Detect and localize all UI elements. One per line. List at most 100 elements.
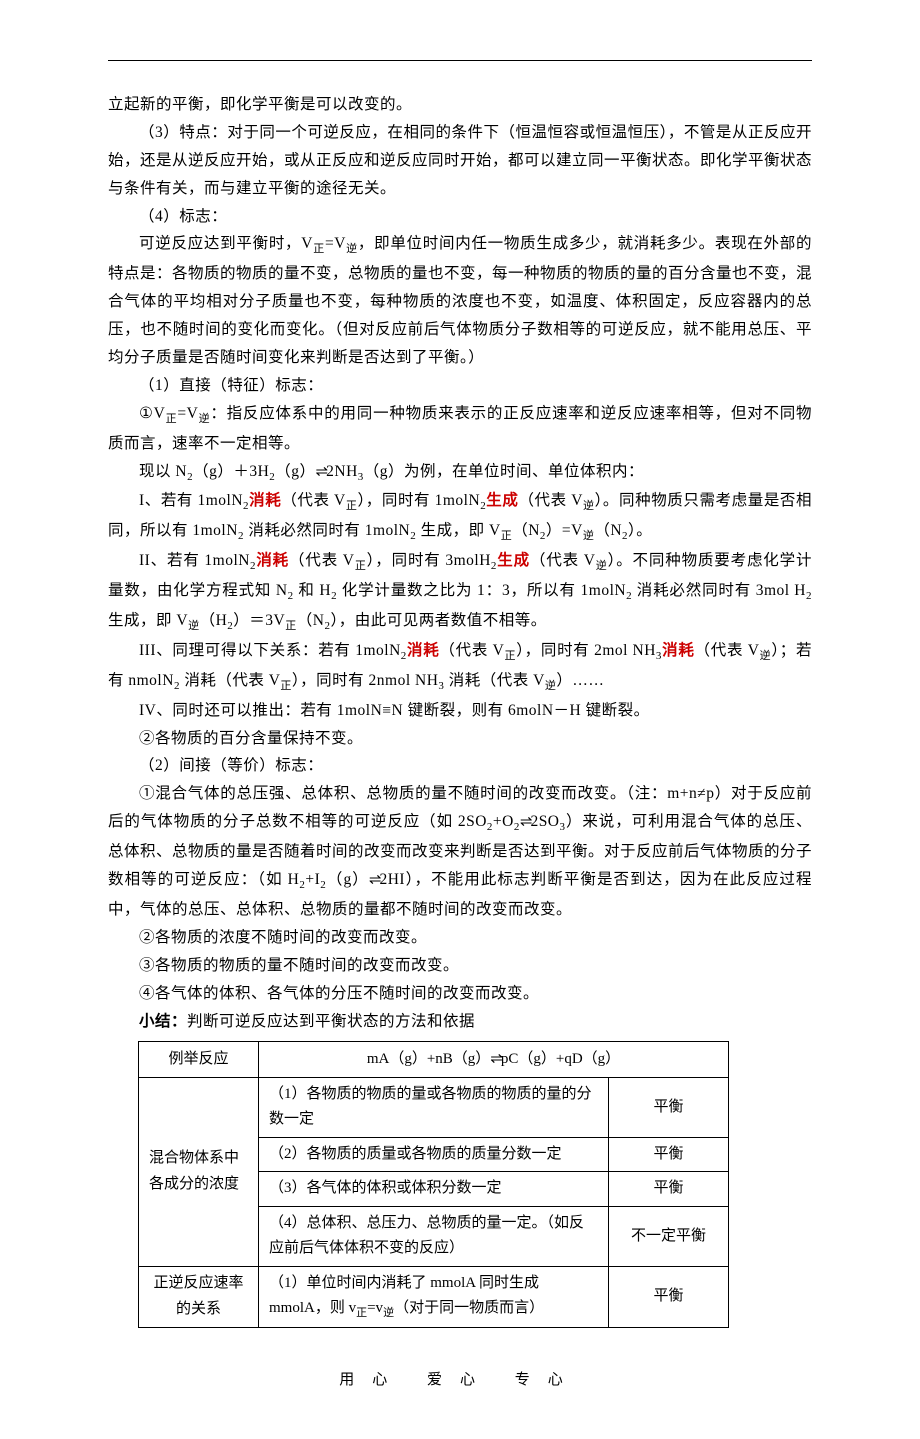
subscript: 逆 bbox=[759, 650, 771, 662]
text: pC（g）+qD（g） bbox=[501, 1051, 620, 1067]
table-cell: 正逆反应速率的关系 bbox=[139, 1266, 259, 1327]
subscript: 正 bbox=[313, 244, 325, 256]
text: （g）＋3H bbox=[193, 463, 269, 480]
table-cell: 混合物体系中各成分的浓度 bbox=[139, 1077, 259, 1266]
table-cell: 平衡 bbox=[609, 1266, 729, 1327]
subscript: 逆 bbox=[346, 244, 358, 256]
text: ）=V bbox=[546, 522, 583, 539]
para-case-4: IV、同时还可以推出：若有 1molN≡N 键断裂，则有 6molN－H 键断裂… bbox=[108, 697, 812, 725]
text: 消耗（代表 V bbox=[444, 672, 544, 689]
subscript: 逆 bbox=[583, 501, 595, 513]
text: （g） bbox=[275, 463, 315, 480]
highlight-consume: 消耗 bbox=[249, 492, 281, 509]
para-summary: 小结：判断可逆反应达到平衡状态的方法和依据 bbox=[108, 1008, 812, 1036]
highlight-consume: 消耗 bbox=[407, 642, 440, 659]
text: （代表 V bbox=[530, 552, 595, 569]
text: ）＝3V bbox=[233, 612, 285, 629]
table-cell: （3）各气体的体积或体积分数一定 bbox=[259, 1172, 609, 1207]
equilibrium-arrow-icon: ⇌ bbox=[369, 871, 380, 888]
page-footer: 用心 爱心 专心 bbox=[108, 1368, 812, 1389]
text: （N bbox=[297, 612, 325, 629]
table-cell: 平衡 bbox=[609, 1077, 729, 1137]
para-marker-heading: （4）标志： bbox=[108, 203, 812, 231]
text: （g）为例，在单位时间、单位体积内： bbox=[364, 463, 644, 480]
para-percent: ②各物质的百分含量保持不变。 bbox=[108, 725, 812, 753]
text: ），同时有 2nmol NH bbox=[292, 672, 439, 689]
para-indirect-2: ②各物质的浓度不随时间的改变而改变。 bbox=[108, 924, 812, 952]
subscript: 正 bbox=[356, 1307, 367, 1319]
text: （H bbox=[200, 612, 228, 629]
text: （代表 V bbox=[289, 552, 354, 569]
subscript: 逆 bbox=[583, 530, 595, 542]
para-vfwd-vrev: ①V正=V逆：指反应体系中的用同一种物质来表示的正反应速率和逆反应速率相等，但对… bbox=[108, 400, 812, 458]
table-cell: （1）各物质的物质的量或各物质的物质的量的分数一定 bbox=[259, 1077, 609, 1137]
text: 判断可逆反应达到平衡状态的方法和依据 bbox=[187, 1013, 475, 1030]
text: ），同时有 3molH bbox=[367, 552, 491, 569]
table-cell: （4）总体积、总压力、总物质的量一定。（如反应前后气体体积不变的反应） bbox=[259, 1206, 609, 1266]
text: （g） bbox=[326, 871, 369, 888]
subscript: 2 bbox=[806, 590, 812, 602]
text: 消耗必然同时有 3mol H bbox=[632, 582, 806, 599]
text: （代表 V bbox=[695, 642, 760, 659]
para-direct-heading: （1）直接（特征）标志： bbox=[108, 372, 812, 400]
subscript: 正 bbox=[280, 680, 292, 692]
document-page: 立起新的平衡，即化学平衡是可以改变的。 （3）特点：对于同一个可逆反应，在相同的… bbox=[0, 0, 920, 1439]
text: III、同理可得以下关系：若有 1molN bbox=[139, 642, 401, 659]
text: =V bbox=[177, 405, 198, 422]
subscript: 逆 bbox=[383, 1307, 394, 1319]
text: （代表 V bbox=[518, 492, 582, 509]
top-rule bbox=[108, 60, 812, 61]
text: （代表 V bbox=[439, 642, 504, 659]
table-cell: （2）各物质的质量或各物质的质量分数一定 bbox=[259, 1137, 609, 1172]
text: ：指反应体系中的用同一种物质来表示的正反应速率和逆反应速率相等，但对不同物质而言… bbox=[108, 405, 812, 452]
table-row: 正逆反应速率的关系 （1）单位时间内消耗了 mmolA 同时生成mmolA，则 … bbox=[139, 1266, 729, 1327]
para-indirect-4: ④各气体的体积、各气体的分压不随时间的改变而改变。 bbox=[108, 980, 812, 1008]
text: II、若有 1molN bbox=[139, 552, 250, 569]
text: 消耗（代表 V bbox=[180, 672, 280, 689]
text: +I bbox=[305, 871, 320, 888]
text: （代表 V bbox=[281, 492, 345, 509]
para-case-2: II、若有 1molN2消耗（代表 V正），同时有 3molH2生成（代表 V逆… bbox=[108, 547, 812, 637]
text: （对于同一物质而言） bbox=[394, 1300, 544, 1316]
para-case-1: I、若有 1molN2消耗（代表 V正），同时有 1molN2生成（代表 V逆）… bbox=[108, 487, 812, 547]
text: +O bbox=[493, 813, 514, 830]
text: 消耗必然同时有 1molN bbox=[244, 522, 410, 539]
para-marker-desc: 可逆反应达到平衡时，V正=V逆，即单位时间内任一物质生成多少，就消耗多少。表现在… bbox=[108, 230, 812, 371]
table-cell: mA（g）+nB（g）⇌pC（g）+qD（g） bbox=[259, 1042, 729, 1078]
text: （N bbox=[594, 522, 622, 539]
subscript: 正 bbox=[504, 650, 516, 662]
para-example-eqn: 现以 N2（g）＋3H2（g）⇌2NH3（g）为例，在单位时间、单位体积内： bbox=[108, 458, 812, 488]
text: 2SO bbox=[530, 813, 559, 830]
text: 现以 N bbox=[139, 463, 187, 480]
subscript: 逆 bbox=[198, 413, 210, 425]
text: ），同时有 2mol NH bbox=[516, 642, 656, 659]
text: ），同时有 1molN bbox=[357, 492, 480, 509]
text: =v bbox=[367, 1300, 383, 1316]
para-case-3: III、同理可得以下关系：若有 1molN2消耗（代表 V正），同时有 2mol… bbox=[108, 637, 812, 697]
text: 和 H bbox=[294, 582, 331, 599]
text: mA（g）+nB（g） bbox=[367, 1051, 490, 1067]
text: 可逆反应达到平衡时，V bbox=[139, 235, 313, 252]
highlight-generate: 生成 bbox=[497, 552, 530, 569]
para-feature: （3）特点：对于同一个可逆反应，在相同的条件下（恒温恒容或恒温恒压），不管是从正… bbox=[108, 119, 812, 203]
subscript: 正 bbox=[501, 530, 513, 542]
text: 2NH bbox=[326, 463, 358, 480]
highlight-generate: 生成 bbox=[486, 492, 518, 509]
para-indirect-heading: （2）间接（等价）标志： bbox=[108, 752, 812, 780]
text: 生成，即 V bbox=[108, 612, 188, 629]
summary-table: 例举反应 mA（g）+nB（g）⇌pC（g）+qD（g） 混合物体系中各成分的浓… bbox=[138, 1041, 729, 1328]
equilibrium-arrow-icon: ⇌ bbox=[316, 463, 327, 480]
subscript: 正 bbox=[285, 620, 297, 632]
table-row: 例举反应 mA（g）+nB（g）⇌pC（g）+qD（g） bbox=[139, 1042, 729, 1078]
text: =V bbox=[325, 235, 346, 252]
text: ），由此可见两者数值不相等。 bbox=[330, 612, 546, 629]
table-cell: 平衡 bbox=[609, 1137, 729, 1172]
highlight-consume: 消耗 bbox=[256, 552, 289, 569]
text: ）…… bbox=[556, 672, 604, 689]
text: （N bbox=[512, 522, 540, 539]
text: ①V bbox=[139, 405, 165, 422]
subscript: 正 bbox=[346, 501, 358, 513]
text: ）。 bbox=[628, 522, 652, 539]
equilibrium-arrow-icon: ⇌ bbox=[520, 813, 531, 830]
table-cell: （1）单位时间内消耗了 mmolA 同时生成mmolA，则 v正=v逆（对于同一… bbox=[259, 1266, 609, 1327]
